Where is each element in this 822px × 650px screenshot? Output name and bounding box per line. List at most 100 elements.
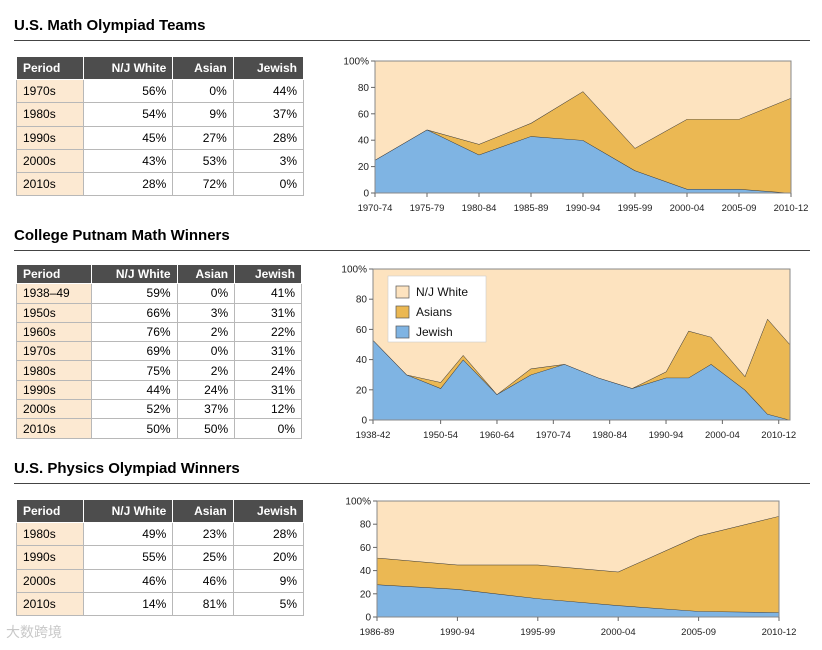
- section-title-physics-olympiad: U.S. Physics Olympiad Winners: [14, 460, 240, 477]
- value-cell: 81%: [172, 591, 234, 616]
- value-cell: 46%: [172, 568, 234, 593]
- legend-swatch: [395, 325, 410, 339]
- period-cell: 2000s: [15, 399, 93, 420]
- x-tick-label: 2005-09: [681, 627, 716, 638]
- table-row: 2010s 50% 50% 0%: [15, 418, 302, 439]
- x-tick-label: 1995-99: [520, 627, 555, 638]
- x-tick-label: 2000-04: [670, 203, 705, 214]
- section-divider: [14, 40, 810, 41]
- y-tick-label: 100%: [345, 497, 371, 508]
- x-tick-label: 1970-74: [536, 430, 571, 441]
- value-cell: 43%: [82, 148, 174, 173]
- table-row: 1960s 76% 2% 22%: [15, 321, 302, 343]
- value-cell: 28%: [232, 522, 305, 547]
- value-cell: 3%: [232, 148, 305, 173]
- physics-olympiad-chart: 0 20 40 60 80 100% 1986-89 1990-94 1995-99 2000-0…: [345, 497, 797, 639]
- y-tick-label: 40: [360, 566, 372, 577]
- x-tick-label: 1990-94: [440, 627, 475, 638]
- value-cell: 45%: [82, 125, 174, 150]
- value-cell: 31%: [234, 302, 302, 323]
- table-row: 2010s 28% 72% 0%: [16, 171, 305, 197]
- x-tick-label: 1990-94: [649, 430, 684, 441]
- x-tick-label: 2010-12: [774, 203, 809, 214]
- value-cell: 55%: [82, 545, 174, 570]
- table-row: 1938–49 59% 0% 41%: [15, 283, 302, 304]
- value-cell: 20%: [232, 545, 305, 570]
- x-tick-label: 1995-99: [618, 203, 653, 214]
- math-olympiad-table: Period N/J White Asian Jewish 1970s 56% 0% 44%…: [16, 55, 305, 197]
- value-cell: 56%: [82, 79, 174, 104]
- value-cell: 0%: [176, 283, 236, 304]
- value-cell: 69%: [91, 341, 178, 362]
- y-tick-label: 80: [360, 520, 372, 531]
- value-cell: 25%: [172, 545, 234, 570]
- value-cell: 0%: [172, 79, 234, 104]
- section-title-math-olympiad: U.S. Math Olympiad Teams: [14, 17, 206, 34]
- y-tick-label: 20: [356, 385, 368, 396]
- value-cell: 50%: [176, 418, 236, 439]
- table-header-row: Period N/J White Asian Jewish: [15, 263, 302, 285]
- value-cell: 27%: [172, 125, 234, 150]
- area-jewish: [373, 339, 790, 420]
- table-row: 1980s 75% 2% 24%: [15, 360, 302, 381]
- y-tick-label: 60: [358, 109, 370, 120]
- x-tick-label: 1980-84: [592, 430, 627, 441]
- section-divider: [14, 483, 810, 484]
- y-tick-label: 20: [360, 589, 372, 600]
- legend: N/J White Asians Jewish: [387, 275, 487, 343]
- period-cell: 2010s: [16, 171, 84, 197]
- x-tick-label: 1975-79: [410, 203, 445, 214]
- x-tick-label: 2005-09: [722, 203, 757, 214]
- area-asians: [377, 516, 779, 613]
- value-cell: 50%: [91, 418, 178, 439]
- value-cell: 9%: [172, 102, 234, 127]
- period-cell: 1970s: [16, 79, 84, 104]
- value-cell: 75%: [91, 360, 178, 381]
- period-cell: 1960s: [15, 321, 93, 343]
- value-cell: 54%: [82, 102, 174, 127]
- area-jewish: [377, 584, 779, 617]
- x-tick-label: 1950-54: [423, 430, 458, 441]
- value-cell: 49%: [82, 522, 174, 547]
- x-tick-label: 1985-89: [514, 203, 549, 214]
- value-cell: 44%: [91, 379, 178, 401]
- area-asians: [375, 91, 791, 193]
- y-tick-label: 0: [361, 416, 367, 427]
- column-header: Jewish: [234, 263, 302, 285]
- value-cell: 14%: [82, 591, 174, 616]
- value-cell: 37%: [232, 102, 305, 127]
- value-cell: 44%: [232, 79, 305, 104]
- column-header: N/J White: [82, 55, 174, 81]
- table-row: 1980s 54% 9% 37%: [16, 102, 305, 127]
- table-row: 1950s 66% 3% 31%: [15, 302, 302, 323]
- value-cell: 24%: [234, 360, 302, 381]
- value-cell: 72%: [172, 171, 234, 197]
- x-tick-label: 1960-64: [480, 430, 515, 441]
- x-tick-label: 1970-74: [358, 203, 393, 214]
- value-cell: 22%: [234, 321, 302, 343]
- section-divider: [14, 250, 810, 251]
- area-jewish: [375, 129, 791, 193]
- y-tick-label: 100%: [343, 57, 369, 68]
- plot-frame: [376, 500, 780, 618]
- value-cell: 2%: [176, 321, 236, 343]
- value-cell: 12%: [234, 399, 302, 420]
- y-tick-label: 20: [358, 162, 370, 173]
- column-header: Asian: [172, 55, 234, 81]
- x-tick-label: 2000-04: [601, 627, 636, 638]
- table-row: 2000s 46% 46% 9%: [16, 568, 305, 593]
- value-cell: 59%: [91, 283, 178, 304]
- column-header: Period: [16, 55, 84, 81]
- table-row: 1970s 56% 0% 44%: [16, 79, 305, 104]
- table-row: 1970s 69% 0% 31%: [15, 341, 302, 362]
- y-tick-label: 100%: [341, 265, 367, 276]
- value-cell: 3%: [176, 302, 236, 323]
- x-tick-label: 2010-12: [762, 627, 797, 638]
- value-cell: 52%: [91, 399, 178, 420]
- table-row: 2010s 14% 81% 5%: [16, 591, 305, 616]
- table-row: 1990s 55% 25% 20%: [16, 545, 305, 570]
- watermark: 大数跨境: [6, 624, 62, 640]
- legend-label: N/J White: [416, 285, 468, 299]
- y-tick-label: 40: [358, 136, 370, 147]
- table-header-row: Period N/J White Asian Jewish: [16, 55, 305, 81]
